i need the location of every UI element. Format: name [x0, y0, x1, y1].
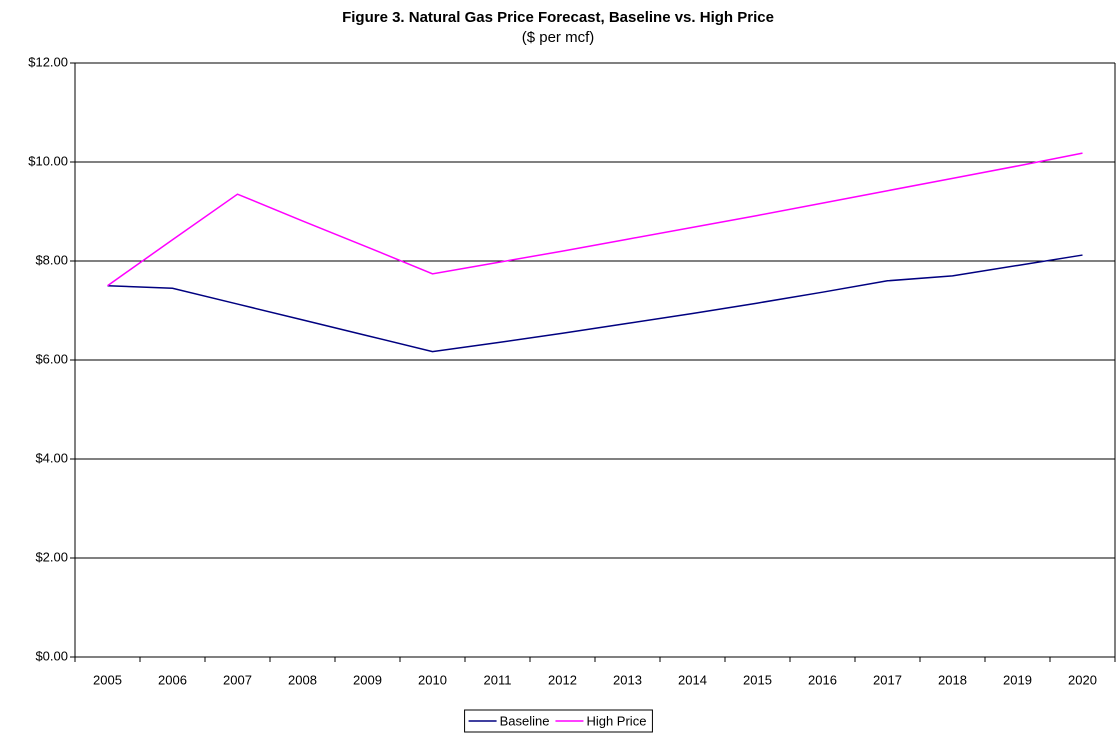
x-tick-label: 2015 — [743, 672, 772, 687]
x-tick-label: 2019 — [1003, 672, 1032, 687]
x-tick-label: 2008 — [288, 672, 317, 687]
x-tick-label: 2016 — [808, 672, 837, 687]
legend-label: Baseline — [500, 713, 550, 728]
x-tick-label: 2005 — [93, 672, 122, 687]
y-tick-label: $8.00 — [35, 252, 68, 267]
y-tick-label: $12.00 — [28, 54, 68, 69]
x-tick-label: 2013 — [613, 672, 642, 687]
x-tick-label: 2006 — [158, 672, 187, 687]
x-tick-label: 2017 — [873, 672, 902, 687]
legend-label: High Price — [586, 713, 646, 728]
series-line — [107, 254, 1083, 353]
x-tick-label: 2014 — [678, 672, 707, 687]
x-tick-label: 2011 — [484, 672, 512, 687]
series-line — [107, 152, 1083, 287]
y-tick-label: $4.00 — [35, 450, 68, 465]
x-tick-label: 2012 — [548, 672, 577, 687]
y-tick-label: $6.00 — [35, 351, 68, 366]
x-tick-label: 2009 — [353, 672, 382, 687]
x-tick-label: 2007 — [223, 672, 252, 687]
x-tick-label: 2010 — [418, 672, 447, 687]
x-tick-label: 2020 — [1068, 672, 1097, 687]
y-tick-label: $10.00 — [28, 153, 68, 168]
chart-title: Figure 3. Natural Gas Price Forecast, Ba… — [342, 9, 774, 26]
legend: Baseline High Price — [464, 709, 653, 733]
chart-subtitle: ($ per mcf) — [522, 29, 595, 46]
y-tick-label: $0.00 — [35, 648, 68, 663]
y-tick-label: $2.00 — [35, 549, 68, 564]
x-tick-label: 2018 — [938, 672, 967, 687]
